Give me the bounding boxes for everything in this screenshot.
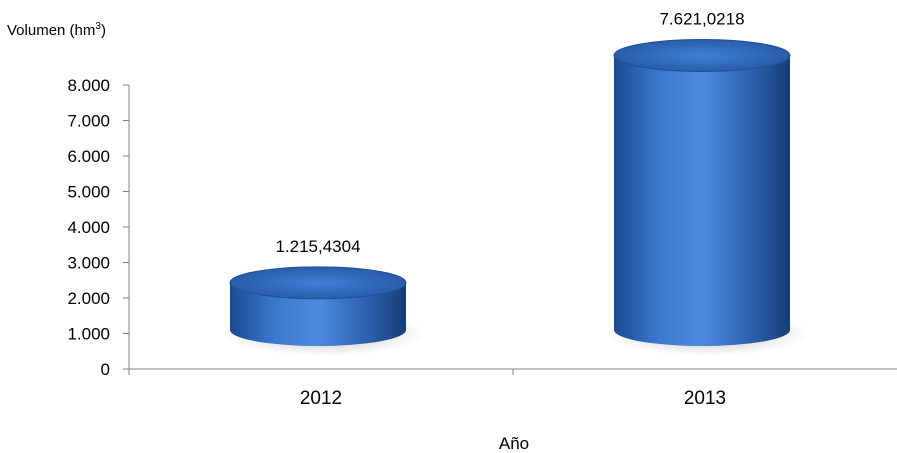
bar-top bbox=[229, 266, 407, 300]
bar-body bbox=[230, 282, 406, 346]
x-ticks bbox=[128, 369, 514, 375]
bar-2013 bbox=[606, 38, 810, 356]
x-tick-label: 2013 bbox=[684, 388, 726, 409]
y-tick-label: 8.000 bbox=[67, 76, 110, 95]
y-tick-label: 7.000 bbox=[67, 112, 110, 131]
y-tick-label: 1.000 bbox=[67, 325, 110, 344]
y-tick-label: 3.000 bbox=[67, 254, 110, 273]
y-tick-label: 6.000 bbox=[67, 147, 110, 166]
bar-body bbox=[614, 55, 790, 346]
data-label: 1.215,4304 bbox=[275, 237, 360, 256]
x-tick-labels: 2012 2013 bbox=[300, 388, 726, 409]
x-axis-title: Año bbox=[499, 434, 529, 453]
data-label: 7.621,0218 bbox=[659, 9, 744, 28]
y-tick-label: 2.000 bbox=[67, 289, 110, 308]
x-tick-label: 2012 bbox=[300, 388, 342, 409]
y-tick-label: 5.000 bbox=[67, 183, 110, 202]
bars bbox=[222, 38, 810, 356]
y-axis-title: Volumen (hm3) bbox=[7, 21, 106, 39]
bar-2012 bbox=[222, 266, 426, 356]
data-labels: 1.215,4304 7.621,0218 bbox=[275, 9, 744, 255]
bar-top bbox=[613, 38, 791, 72]
y-tick-label: 0 bbox=[101, 360, 110, 379]
y-tick-label: 4.000 bbox=[67, 218, 110, 237]
y-ticks: 0 1.000 2.000 3.000 4.000 5.000 6.000 7.000 8.00… bbox=[67, 76, 129, 379]
